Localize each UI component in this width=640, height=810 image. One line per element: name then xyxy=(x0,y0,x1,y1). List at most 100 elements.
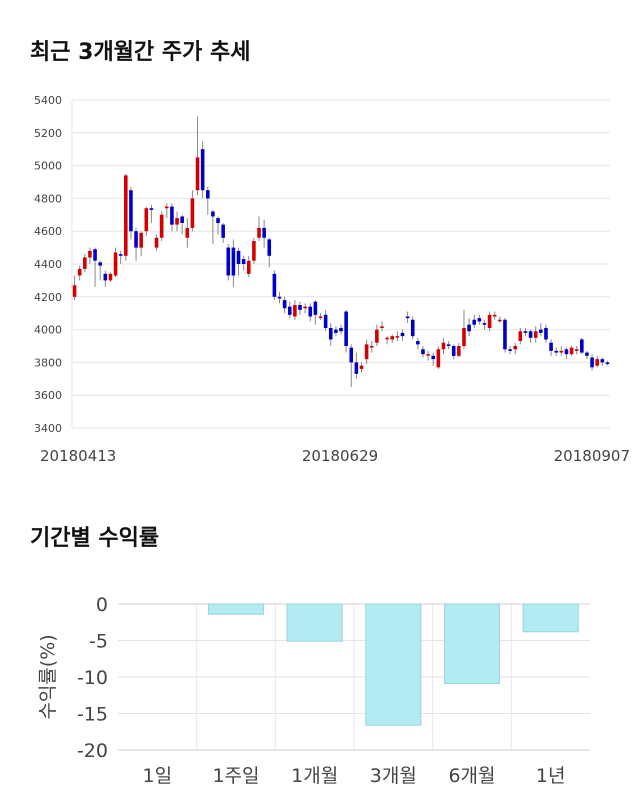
candle-body xyxy=(149,208,154,210)
y-tick-label: 4000 xyxy=(34,324,62,337)
candle-body xyxy=(503,319,507,350)
candle-body xyxy=(544,327,548,340)
period-return-title: 기간별 수익률 xyxy=(30,526,160,551)
candle-body xyxy=(380,326,384,328)
x-tick-label: 1주일 xyxy=(212,765,259,787)
candle-body xyxy=(134,231,138,248)
candle-body xyxy=(375,329,379,343)
return-bar xyxy=(365,603,422,726)
candle-body xyxy=(513,346,518,350)
candle-body xyxy=(580,339,584,353)
candle-body xyxy=(139,232,143,248)
candle-body xyxy=(528,331,533,338)
candle-body xyxy=(236,250,241,264)
y-tick-label: 3600 xyxy=(34,389,62,402)
candle-body xyxy=(226,247,231,276)
candle-body xyxy=(339,327,343,332)
candle-body xyxy=(349,347,354,363)
candle-body xyxy=(467,324,471,332)
y-tick-label: 4400 xyxy=(34,258,62,271)
y-tick-label: -5 xyxy=(89,631,108,653)
candle-body xyxy=(426,354,430,356)
candle-body xyxy=(549,342,553,351)
candle-body xyxy=(585,352,589,356)
y-tick-label: -15 xyxy=(77,704,108,726)
candle-body xyxy=(523,331,528,333)
return-bar xyxy=(522,603,579,633)
candle-body xyxy=(359,365,364,369)
y-tick-label: 3400 xyxy=(34,422,62,435)
candle-body xyxy=(354,362,359,374)
return-bar xyxy=(443,603,501,685)
candle-body xyxy=(313,301,318,315)
candle-body xyxy=(113,252,118,276)
x-tick-label: 6개월 xyxy=(448,765,495,787)
candle-body xyxy=(272,273,277,297)
candle-body xyxy=(600,359,605,363)
y-axis-label: 수익률(%) xyxy=(37,634,59,719)
candle-body xyxy=(246,260,251,274)
candle-body xyxy=(252,241,256,261)
candle-body xyxy=(190,198,195,228)
candle-body xyxy=(318,316,323,318)
candle-body xyxy=(257,227,261,238)
candle-body xyxy=(533,331,538,338)
candle-body xyxy=(267,239,272,256)
candle-body xyxy=(492,314,497,317)
y-tick-label: 5000 xyxy=(34,160,62,173)
x-tick-label: 3개월 xyxy=(370,765,417,787)
candle-body xyxy=(328,327,333,340)
candle-body xyxy=(482,323,487,325)
y-tick-label: 3800 xyxy=(34,356,62,369)
candle-body xyxy=(185,227,190,238)
candle-body xyxy=(211,211,215,217)
candle-body xyxy=(590,357,594,368)
x-tick-label: 1개월 xyxy=(291,765,338,787)
candle-body xyxy=(323,314,328,328)
candle-body xyxy=(508,349,512,351)
candle-body xyxy=(518,331,523,342)
y-tick-label: -10 xyxy=(77,667,108,689)
return-bar xyxy=(207,603,265,615)
candle-body xyxy=(144,208,149,232)
candle-body xyxy=(124,175,128,256)
candle-body xyxy=(390,336,395,340)
candle-body xyxy=(569,347,574,355)
candle-body xyxy=(77,268,82,276)
candle-body xyxy=(385,337,389,340)
y-tick-label: 5400 xyxy=(34,94,62,107)
candle-body xyxy=(416,341,420,345)
candle-body xyxy=(431,355,436,360)
candle-body xyxy=(436,349,441,368)
candle-body xyxy=(472,319,477,325)
candle-body xyxy=(364,344,369,360)
candle-body xyxy=(170,206,174,225)
candle-body xyxy=(298,305,302,310)
x-tick-label: 20180413 xyxy=(40,447,116,465)
candle-body xyxy=(205,190,210,199)
candle-body xyxy=(369,346,374,348)
candle-body xyxy=(564,349,569,355)
y-tick-label: 5200 xyxy=(34,127,62,140)
period-return-bar-chart: 0 -5 -10 -15 -20 1일 1주일 1개월 3개월 6개월 1년 수익률(%) xyxy=(37,594,590,787)
candle-body xyxy=(277,296,282,299)
candle-body xyxy=(98,262,102,266)
x-tick-label: 1년 xyxy=(536,765,566,787)
candle-body xyxy=(574,349,579,351)
candle-body xyxy=(200,149,205,191)
candle-body xyxy=(164,206,169,209)
candle-body xyxy=(175,218,179,225)
candle-body xyxy=(72,285,77,297)
candle-body xyxy=(441,342,446,350)
candle-body xyxy=(93,249,97,261)
y-tick-label: 0 xyxy=(96,594,108,616)
y-tick-label: 4800 xyxy=(34,192,62,205)
candle-body xyxy=(446,344,451,346)
candle-body xyxy=(539,329,543,333)
candle-body xyxy=(129,190,133,232)
candle-body xyxy=(410,319,415,337)
candle-body xyxy=(154,237,159,248)
candle-body xyxy=(262,227,266,238)
y-tick-label: 4600 xyxy=(34,225,62,238)
candle-body xyxy=(477,318,482,322)
